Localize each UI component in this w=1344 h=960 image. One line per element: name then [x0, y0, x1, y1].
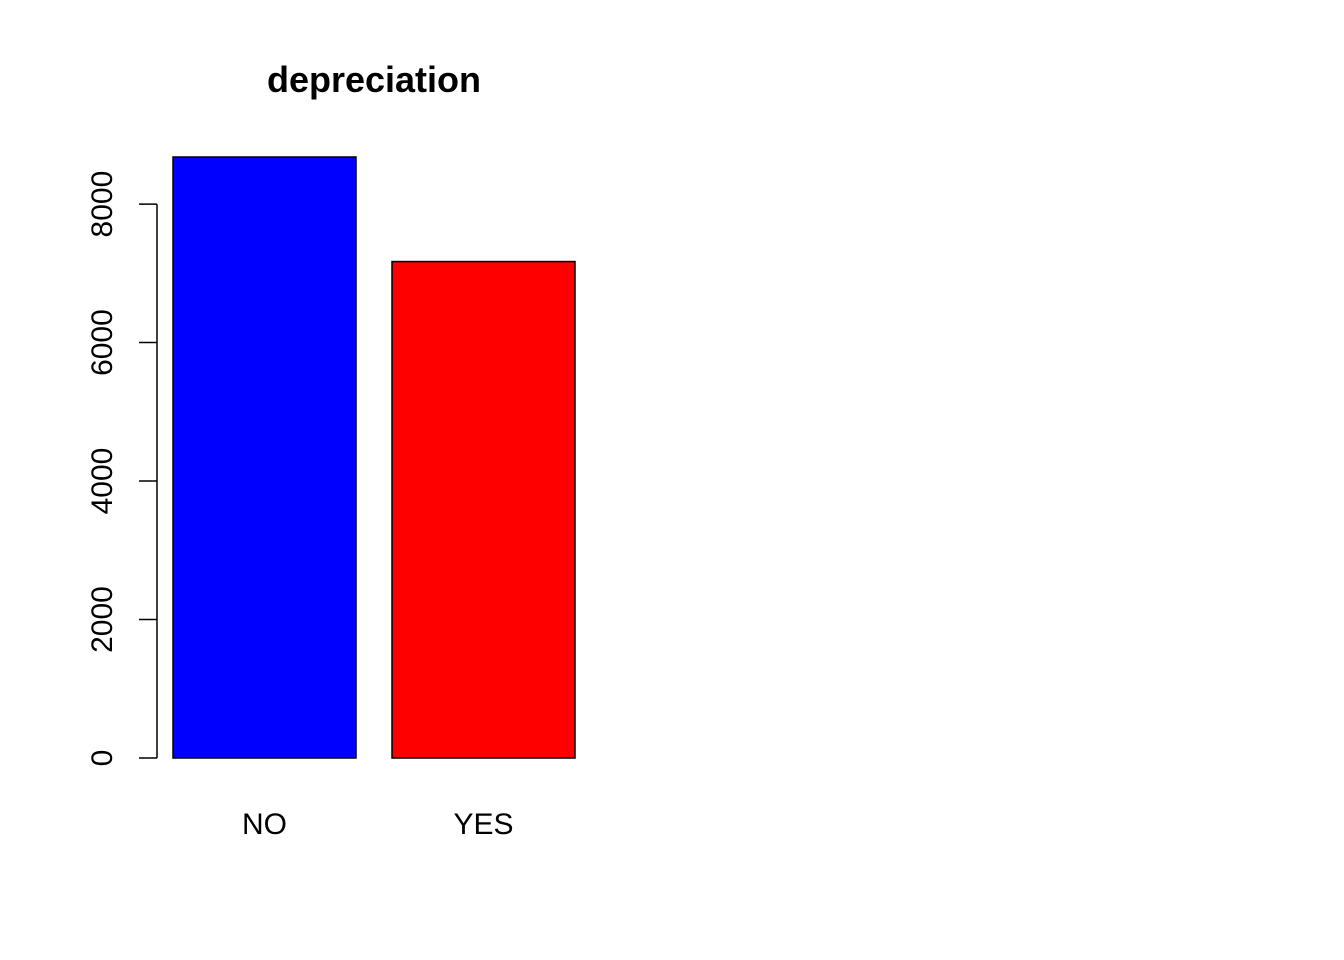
- x-tick-label: NO: [242, 808, 287, 841]
- x-axis-labels: NO YES: [242, 808, 514, 841]
- y-tick-label: 8000: [86, 171, 119, 238]
- bar-no: [172, 156, 357, 759]
- y-tick-label: 0: [86, 750, 119, 767]
- y-tick-label: 6000: [86, 309, 119, 376]
- y-axis: 0 2000 4000 6000 8000: [86, 171, 158, 767]
- y-tick-label: 2000: [86, 586, 119, 653]
- chart-title: depreciation: [267, 59, 481, 100]
- x-tick-label: YES: [453, 808, 513, 841]
- bar-yes: [391, 260, 576, 759]
- y-tick-label: 4000: [86, 448, 119, 515]
- bars-group: [172, 156, 576, 759]
